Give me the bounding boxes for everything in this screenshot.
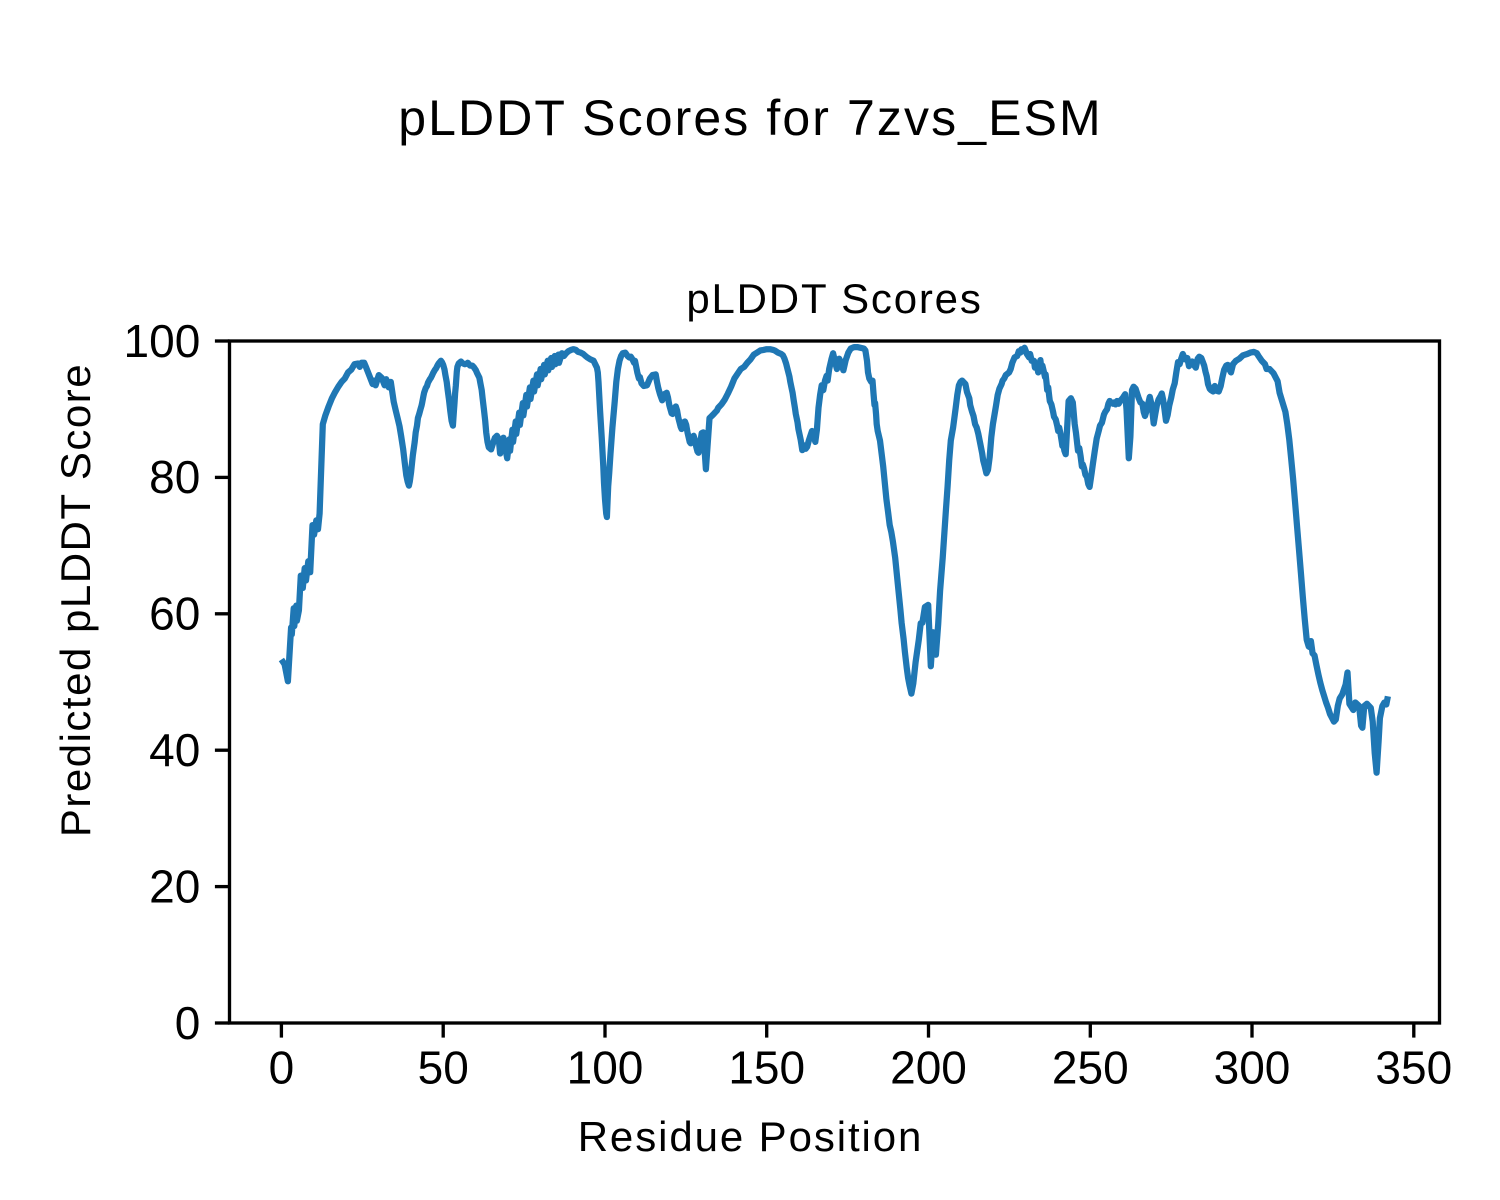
svg-text:0: 0 [269,1042,295,1094]
svg-text:100: 100 [567,1042,644,1094]
svg-text:60: 60 [149,588,200,640]
svg-text:100: 100 [124,315,201,367]
svg-text:Predicted pLDDT Score: Predicted pLDDT Score [52,363,99,837]
svg-text:350: 350 [1375,1042,1452,1094]
svg-text:150: 150 [728,1042,805,1094]
svg-text:50: 50 [418,1042,469,1094]
svg-text:250: 250 [1052,1042,1129,1094]
svg-text:80: 80 [149,451,200,503]
svg-text:pLDDT Scores for 7zvs_ESM: pLDDT Scores for 7zvs_ESM [398,90,1103,146]
svg-text:300: 300 [1214,1042,1291,1094]
svg-text:pLDDT Scores: pLDDT Scores [686,275,982,322]
svg-text:20: 20 [149,860,200,912]
svg-text:0: 0 [175,997,201,1049]
svg-text:40: 40 [149,724,200,776]
svg-text:200: 200 [890,1042,967,1094]
svg-text:Residue Position: Residue Position [578,1113,924,1160]
